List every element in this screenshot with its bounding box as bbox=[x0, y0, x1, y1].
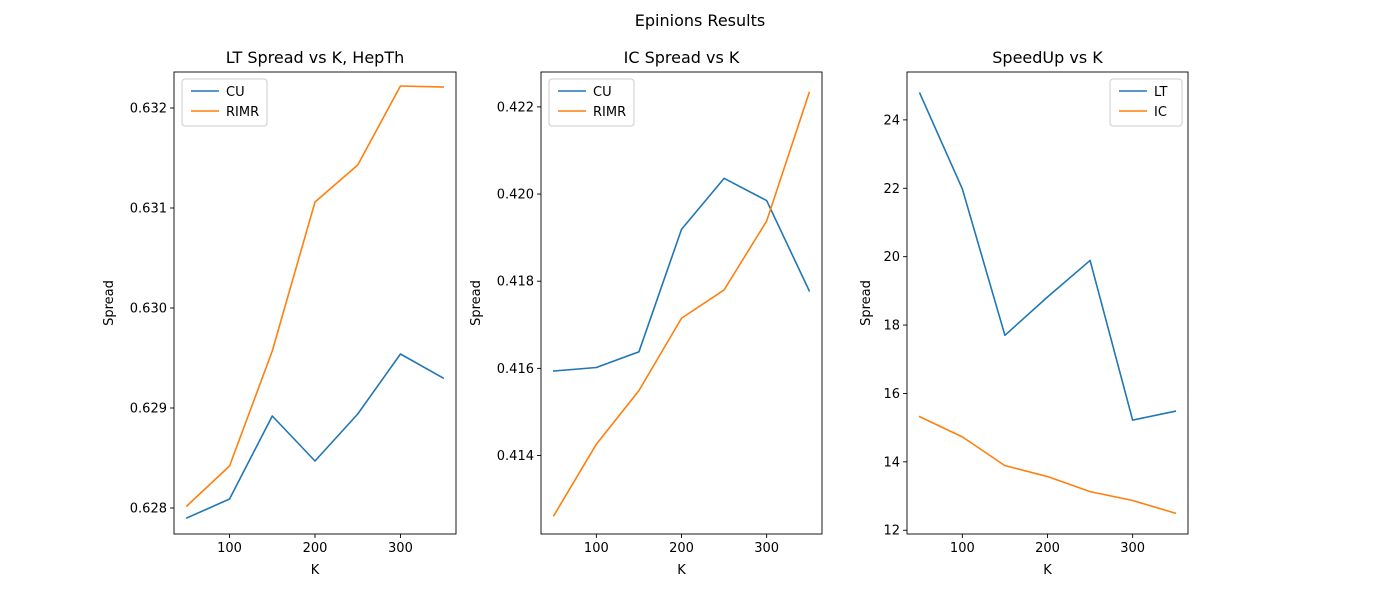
x-tick-label: 100 bbox=[584, 541, 609, 556]
series-line-cu bbox=[185, 353, 445, 520]
legend-box bbox=[1109, 78, 1183, 127]
y-tick-label: 0.414 bbox=[497, 449, 534, 464]
y-tick-label: 0.631 bbox=[130, 202, 167, 217]
x-tick-label: 100 bbox=[217, 541, 242, 556]
legend: CU RIMR bbox=[548, 78, 635, 127]
x-tick-label: 200 bbox=[303, 541, 328, 556]
x-tick-label: 200 bbox=[669, 541, 694, 556]
y-axis-label: Spread bbox=[469, 280, 484, 326]
legend-label-cu: CU bbox=[593, 85, 612, 100]
y-tick-label: 16 bbox=[883, 387, 900, 402]
y-tick-label: 0.632 bbox=[130, 102, 167, 117]
y-tick-label: 14 bbox=[883, 455, 900, 470]
plot-frame bbox=[906, 71, 1189, 535]
y-tick-label: 0.422 bbox=[497, 100, 534, 115]
x-tick-label: 100 bbox=[950, 541, 975, 556]
y-tick-label: 12 bbox=[883, 524, 900, 539]
legend-label-ic: IC bbox=[1154, 105, 1167, 120]
chart-title: SpeedUp vs K bbox=[992, 48, 1103, 67]
x-tick-label: 300 bbox=[754, 541, 779, 556]
x-axis-label: K bbox=[1043, 563, 1052, 578]
y-tick-label: 0.629 bbox=[130, 402, 167, 417]
x-tick-label: 300 bbox=[388, 541, 413, 556]
legend-label-cu: CU bbox=[226, 85, 245, 100]
y-tick-label: 18 bbox=[883, 319, 900, 334]
series-line-lt bbox=[918, 92, 1177, 421]
plot-frame bbox=[173, 71, 457, 535]
y-axis-label: Spread bbox=[102, 280, 117, 326]
y-tick-label: 20 bbox=[883, 250, 900, 265]
chart-title: IC Spread vs K bbox=[624, 48, 740, 67]
series-line-rimr bbox=[185, 85, 444, 508]
legend-label-rimr: RIMR bbox=[226, 105, 259, 120]
y-axis-label: Spread bbox=[859, 280, 874, 326]
y-tick-label: 24 bbox=[883, 113, 900, 128]
chart-panel-1: LT Spread vs K, HepTh 100 200 300 0.628 0.629… bbox=[102, 48, 457, 578]
x-axis-label: K bbox=[677, 563, 686, 578]
figure-title: Epinions Results bbox=[635, 11, 765, 30]
legend-label-lt: LT bbox=[1154, 85, 1167, 100]
x-tick-label: 300 bbox=[1120, 541, 1145, 556]
y-tick-label: 0.630 bbox=[130, 302, 167, 317]
legend: LT IC bbox=[1109, 78, 1183, 127]
series-line-rimr bbox=[552, 91, 811, 517]
y-tick-label: 0.628 bbox=[130, 502, 167, 517]
y-tick-label: 22 bbox=[883, 182, 900, 197]
chart-title: LT Spread vs K, HepTh bbox=[226, 48, 405, 67]
legend-label-rimr: RIMR bbox=[593, 105, 626, 120]
y-tick-label: 0.416 bbox=[497, 362, 534, 377]
legend: CU RIMR bbox=[181, 78, 268, 127]
plot-frame bbox=[540, 71, 823, 535]
chart-panel-3: SpeedUp vs K 100 200 300 12 14 16 18 20 22 24 K Spre… bbox=[859, 48, 1189, 578]
x-axis-label: K bbox=[311, 563, 320, 578]
y-tick-label: 0.420 bbox=[497, 188, 534, 203]
series-line-ic bbox=[918, 415, 1177, 515]
series-line-cu bbox=[552, 177, 811, 372]
chart-panel-2: IC Spread vs K 100 200 300 0.414 0.416 0.418 0.… bbox=[469, 48, 823, 578]
y-tick-label: 0.418 bbox=[497, 275, 534, 290]
x-tick-label: 200 bbox=[1035, 541, 1060, 556]
